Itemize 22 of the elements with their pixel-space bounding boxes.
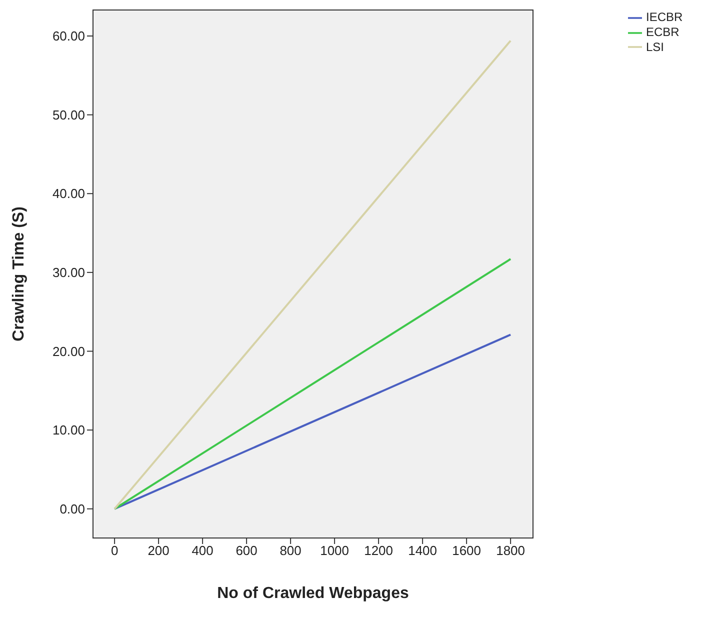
- y-tick-label: 60.00: [52, 28, 85, 44]
- y-tick-label: 30.00: [52, 265, 85, 280]
- legend-label: ECBR: [646, 24, 680, 39]
- x-tick-label: 1200: [364, 543, 394, 558]
- x-tick-label: 400: [192, 543, 214, 558]
- x-axis-title: No of Crawled Webpages: [217, 585, 409, 602]
- x-tick-label: 1400: [408, 543, 438, 558]
- y-tick-label: 10.00: [52, 422, 85, 438]
- x-tick-label: 1800: [496, 543, 526, 558]
- x-tick-label: 0: [110, 543, 118, 558]
- x-tick-label: 800: [280, 543, 302, 558]
- x-tick-label: 200: [148, 543, 170, 558]
- y-tick-label: 0.00: [60, 501, 85, 516]
- y-axis-title: Crawling Time (S): [10, 206, 28, 342]
- x-tick-label: 1600: [452, 543, 482, 558]
- x-tick-label: 1000: [320, 543, 350, 558]
- y-tick-label: 50.00: [52, 107, 85, 122]
- x-tick-label: 600: [236, 543, 258, 558]
- legend-label: IECBR: [646, 10, 683, 24]
- y-tick-label: 40.00: [52, 186, 85, 202]
- legend-label: LSI: [646, 40, 664, 54]
- y-tick-label: 20.00: [52, 344, 85, 359]
